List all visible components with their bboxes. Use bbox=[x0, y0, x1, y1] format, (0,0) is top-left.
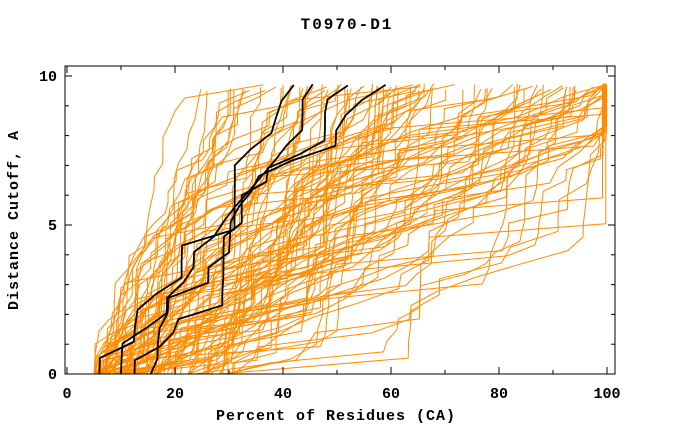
model-curve bbox=[156, 86, 346, 375]
y-tick-label: 10 bbox=[39, 69, 57, 86]
model-curve bbox=[203, 88, 482, 375]
model-curve bbox=[95, 87, 493, 375]
model-curve bbox=[189, 87, 488, 374]
model-curve bbox=[105, 85, 601, 375]
model-curve bbox=[126, 86, 515, 375]
model-curve bbox=[94, 89, 577, 375]
model-curve bbox=[94, 84, 339, 375]
model-curve bbox=[156, 83, 604, 375]
model-curve bbox=[150, 87, 301, 375]
model-curve bbox=[100, 84, 264, 375]
model-curve bbox=[149, 84, 564, 375]
model-curve bbox=[116, 90, 208, 375]
model-curve bbox=[231, 83, 607, 375]
model-curve bbox=[102, 87, 261, 375]
model-curve bbox=[103, 88, 349, 375]
model-curve bbox=[120, 84, 475, 375]
model-curves-layer bbox=[93, 83, 608, 375]
chart-title: T0970-D1 bbox=[301, 16, 394, 34]
model-curve bbox=[113, 85, 607, 375]
model-curve bbox=[218, 84, 323, 375]
model-curve bbox=[148, 84, 514, 375]
y-tick-label: 0 bbox=[48, 367, 57, 384]
highlighted-curve bbox=[120, 83, 314, 375]
y-tick-label: 5 bbox=[48, 218, 57, 235]
y-axis-label: Distance Cutoff, A bbox=[6, 130, 23, 310]
model-curve bbox=[99, 86, 362, 375]
model-curve bbox=[132, 89, 229, 375]
x-tick-label: 100 bbox=[593, 386, 620, 403]
model-curve bbox=[194, 84, 538, 375]
model-curve bbox=[97, 85, 576, 375]
model-curve bbox=[125, 90, 417, 375]
x-tick-label: 40 bbox=[274, 386, 292, 403]
model-curve bbox=[93, 84, 521, 375]
model-curve bbox=[101, 86, 604, 375]
highlighted-curve bbox=[133, 84, 349, 375]
model-curve bbox=[120, 87, 340, 375]
model-curve bbox=[135, 90, 606, 375]
model-curve bbox=[147, 90, 235, 374]
plot-border bbox=[64, 65, 616, 375]
model-curve bbox=[200, 87, 607, 375]
model-curve bbox=[188, 87, 397, 375]
model-curve bbox=[93, 84, 284, 375]
model-curve bbox=[118, 84, 420, 375]
model-curve bbox=[118, 86, 605, 375]
model-curve bbox=[129, 83, 607, 375]
axis-ticks bbox=[65, 66, 615, 375]
model-curve bbox=[98, 86, 412, 375]
highlighted-curve bbox=[149, 84, 387, 375]
highlighted-curves-layer bbox=[98, 83, 387, 375]
model-curve bbox=[97, 87, 603, 375]
x-axis-label: Percent of Residues (CA) bbox=[216, 408, 456, 425]
model-curve bbox=[154, 84, 607, 375]
model-curve bbox=[95, 90, 266, 375]
x-tick-label: 20 bbox=[166, 386, 184, 403]
x-tick-label: 80 bbox=[490, 386, 508, 403]
model-curve bbox=[94, 86, 422, 375]
model-curve bbox=[135, 90, 250, 375]
model-curve bbox=[102, 86, 277, 375]
x-tick-label: 60 bbox=[382, 386, 400, 403]
model-curve bbox=[118, 86, 568, 375]
model-curve bbox=[108, 83, 421, 375]
x-tick-label: 0 bbox=[62, 386, 71, 403]
axis-tick-labels: 0 20 40 60 80 100 0 5 10 bbox=[39, 69, 621, 403]
